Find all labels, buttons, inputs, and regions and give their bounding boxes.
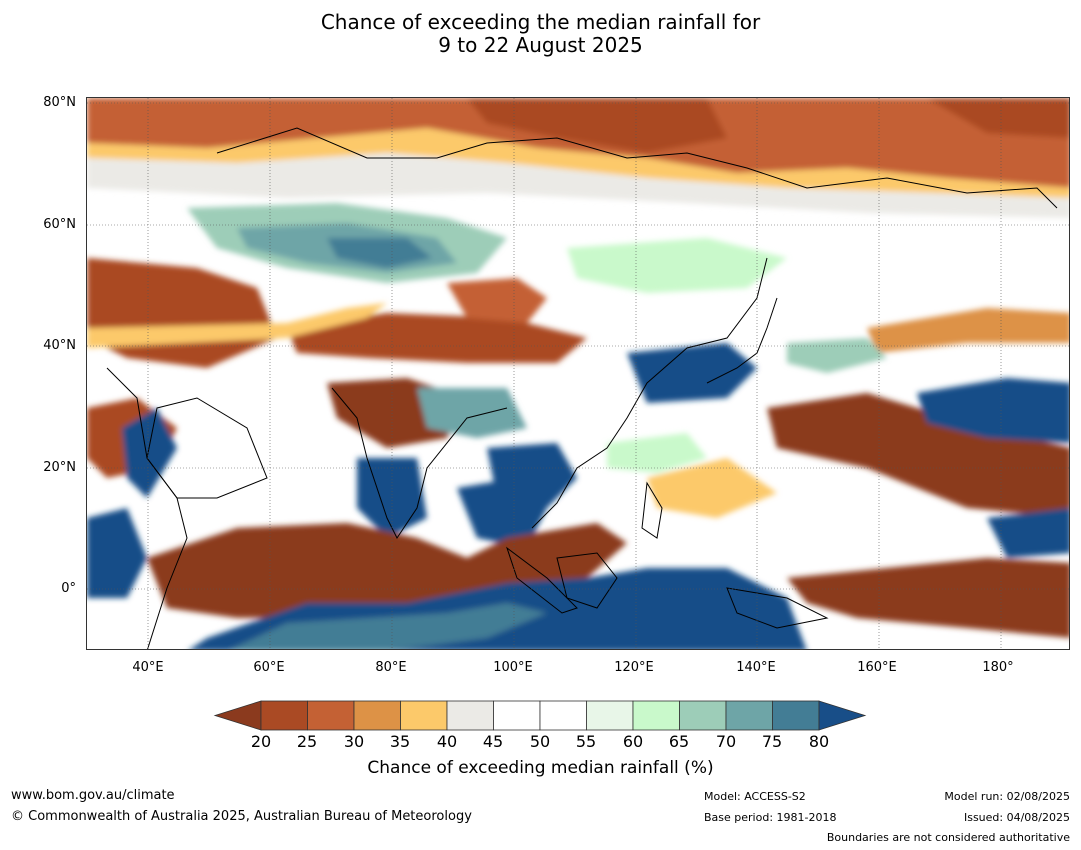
colorbar-extend-low	[213, 700, 262, 731]
colorbar-segment	[632, 700, 680, 731]
colorbar-tick-30: 30	[343, 732, 365, 751]
coast-philippines	[641, 481, 663, 539]
footer-website: www.bom.gov.au/climate	[11, 788, 175, 803]
colorbar-tick-80: 80	[808, 732, 830, 751]
colorbar-tick-70: 70	[715, 732, 737, 751]
lon-label-180: 180°	[982, 660, 1014, 675]
region-moderate-central	[87, 303, 387, 348]
region-china-dry	[447, 278, 547, 323]
lat-label-80n: 80°N	[43, 95, 76, 110]
colorbar-title: Chance of exceeding median rainfall (%)	[367, 758, 714, 778]
region-central-asia-dry	[287, 313, 587, 363]
lat-label-20n: 20°N	[43, 460, 76, 475]
region-arctic-dry-east	[927, 98, 1069, 138]
region-pacific-moderate-north	[867, 308, 1069, 353]
region-north-pacific-wet	[787, 338, 887, 373]
lon-label-100e: 100°E	[493, 660, 533, 675]
lat-label-0: 0°	[61, 581, 76, 596]
coast-africa-east	[106, 367, 188, 649]
colorbar-extend-high	[818, 700, 867, 731]
colorbar-segment	[400, 700, 448, 731]
colorbar-segment	[725, 700, 773, 731]
lat-label-60n: 60°N	[43, 217, 76, 232]
colorbar-tick-25: 25	[296, 732, 318, 751]
footer-base-period: Base period: 1981-2018	[704, 811, 837, 824]
lon-label-60e: 60°E	[253, 660, 285, 675]
region-pacific-dry-south	[787, 558, 1069, 638]
colorbar-segment	[307, 700, 355, 731]
footer-model-run: Model run: 02/08/2025	[944, 790, 1070, 803]
colorbar-tick-45: 45	[482, 732, 504, 751]
coast-europe-asia-north	[216, 127, 1058, 209]
footer-copyright: © Commonwealth of Australia 2025, Austra…	[11, 809, 472, 824]
colorbar-segment	[353, 700, 401, 731]
probability-regions	[87, 98, 1069, 649]
region-arctic-dry	[87, 98, 1069, 188]
region-pacific-wet-east	[987, 508, 1069, 558]
colorbar-tick-60: 60	[622, 732, 644, 751]
region-moderate-west-pacific	[647, 458, 777, 518]
region-east-china-wet	[627, 343, 757, 403]
colorbar-tick-20: 20	[250, 732, 272, 751]
region-arctic-moderate	[87, 128, 1069, 198]
colorbar	[213, 700, 867, 731]
colorbar-segment	[679, 700, 727, 731]
region-mongolia-wet	[567, 238, 787, 293]
region-southern-indian-wetter	[231, 603, 547, 649]
lon-label-80e: 80°E	[375, 660, 407, 675]
region-east-africa-wet	[87, 508, 147, 598]
coast-sumatra	[506, 546, 578, 614]
footer-model: Model: ACCESS-S2	[704, 790, 806, 803]
region-pacific-wet-north	[917, 378, 1069, 443]
colorbar-segment	[260, 700, 308, 731]
footer-disclaimer: Boundaries are not considered authoritat…	[826, 831, 1070, 844]
colorbar-tick-50: 50	[529, 732, 551, 751]
colorbar-tick-75: 75	[761, 732, 783, 751]
region-philippine-wet	[607, 433, 707, 473]
region-indian-ocean-dry	[147, 523, 627, 618]
coast-new-guinea	[726, 587, 829, 629]
coastlines	[106, 127, 1058, 649]
map-title-line1: Chance of exceeding the median rainfall …	[320, 10, 761, 34]
colorbar-tick-35: 35	[389, 732, 411, 751]
lon-label-140e: 140°E	[736, 660, 776, 675]
region-south-asia-moderate	[417, 388, 527, 438]
lon-label-40e: 40°E	[132, 660, 164, 675]
footer-issued: Issued: 04/08/2025	[963, 811, 1070, 824]
map-canvas	[87, 98, 1069, 649]
region-arctic-very-dry	[467, 98, 727, 153]
coast-east-asia	[531, 257, 768, 529]
region-arctic-neutral	[87, 153, 1069, 218]
colorbar-tick-65: 65	[668, 732, 690, 751]
region-pacific-dry-north	[767, 393, 1069, 518]
colorbar-segment	[586, 700, 634, 731]
coast-india	[331, 387, 508, 539]
gridlines	[87, 98, 1069, 649]
lat-label-40n: 40°N	[43, 338, 76, 353]
region-indochina-wet	[487, 443, 577, 508]
region-red-sea-wet	[122, 408, 177, 498]
coast-borneo	[556, 552, 618, 609]
colorbar-tick-55: 55	[575, 732, 597, 751]
lon-label-120e: 120°E	[614, 660, 654, 675]
map-title-line2: 9 to 22 August 2025	[438, 33, 643, 57]
lon-label-160e: 160°E	[857, 660, 897, 675]
colorbar-segment	[539, 700, 587, 731]
colorbar-tick-40: 40	[436, 732, 458, 751]
colorbar-segment	[772, 700, 820, 731]
colorbar-segment	[493, 700, 541, 731]
colorbar-segment	[446, 700, 494, 731]
rainfall-probability-map	[86, 97, 1070, 650]
colorbar-segments	[213, 700, 867, 731]
region-siberia-core	[327, 238, 432, 268]
